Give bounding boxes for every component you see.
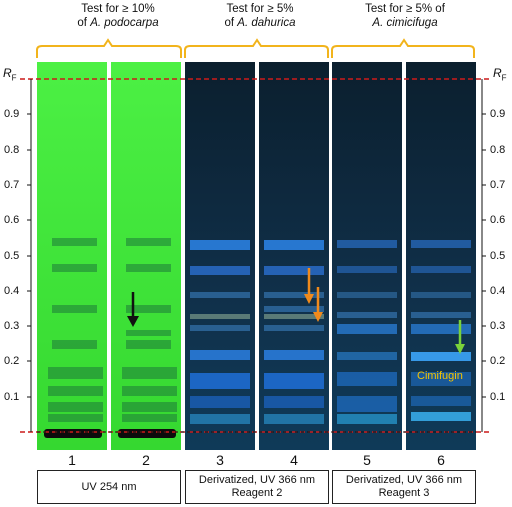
tick-label-left: 0.1	[4, 391, 20, 403]
rf-axis-left	[27, 79, 32, 432]
tick-label-right: 0.7	[490, 179, 506, 191]
tick-label-right: 0.8	[490, 144, 506, 156]
lane-5-plate	[332, 62, 402, 450]
lane-3-plate	[185, 62, 255, 450]
tick-label-right: 0.5	[490, 250, 506, 262]
lane-6-bands	[411, 240, 471, 421]
lane-2-origin-spot	[118, 429, 176, 438]
lane-number: 6	[437, 452, 445, 468]
lane-6-plate	[406, 62, 476, 450]
lane-2-plate	[111, 62, 181, 450]
tlc-plate	[20, 62, 492, 450]
cimifugin-label: Cimifugin	[417, 370, 463, 382]
tick-label-right: 0.2	[490, 355, 506, 367]
lane-number: 4	[290, 452, 298, 468]
tick-label-left: 0.2	[4, 355, 20, 367]
rf-axis-right	[481, 79, 486, 432]
lane-4-bands	[264, 240, 324, 424]
tick-label-right: 0.4	[490, 285, 506, 297]
lane-number: 5	[363, 452, 371, 468]
tick-label-left: 0.5	[4, 250, 20, 262]
rf-label-right: RF	[493, 66, 507, 83]
tick-label-left: 0.6	[4, 214, 20, 226]
lane-1-bands	[48, 238, 103, 422]
black-arrow	[127, 292, 139, 327]
lane-number: 2	[142, 452, 150, 468]
header-cimicifuga: Test for ≥ 5% of A. cimicifuga	[365, 3, 445, 29]
lane-1-plate	[37, 62, 107, 450]
tick-label-right: 0.3	[490, 320, 506, 332]
lane-2-bands	[122, 238, 177, 422]
tick-label-left: 0.8	[4, 144, 20, 156]
green-arrow	[455, 320, 465, 354]
tick-label-right: 0.9	[490, 108, 506, 120]
lane-3-bands	[190, 240, 250, 424]
bracket-podocarpa	[36, 38, 182, 58]
rf-label-left: RF	[3, 66, 17, 83]
tick-label-right: 0.6	[490, 214, 506, 226]
tick-label-right: 0.1	[490, 391, 506, 403]
lane-5-bands	[337, 240, 397, 424]
caption-reagent3: Derivatized, UV 366 nm Reagent 3	[332, 470, 476, 504]
lane-number: 3	[216, 452, 224, 468]
header-dahurica: Test for ≥ 5% of A. dahurica	[224, 3, 296, 29]
tick-label-left: 0.3	[4, 320, 20, 332]
tick-label-left: 0.7	[4, 179, 20, 191]
lane-number: 1	[68, 452, 76, 468]
orange-arrow-1	[304, 268, 314, 304]
lane-4-plate	[259, 62, 329, 450]
caption-reagent2: Derivatized, UV 366 nm Reagent 2	[185, 470, 329, 504]
group-brackets	[36, 38, 475, 58]
lane-1-origin-spot	[44, 429, 102, 438]
bracket-dahurica	[184, 38, 329, 58]
tick-label-left: 0.9	[4, 108, 20, 120]
orange-arrow-2	[313, 287, 323, 322]
header-podocarpa: Test for ≥ 10% of A. podocarpa	[77, 3, 159, 29]
bracket-cimicifuga	[331, 38, 475, 58]
tick-label-left: 0.4	[4, 285, 20, 297]
caption-uv254: UV 254 nm	[37, 470, 181, 504]
